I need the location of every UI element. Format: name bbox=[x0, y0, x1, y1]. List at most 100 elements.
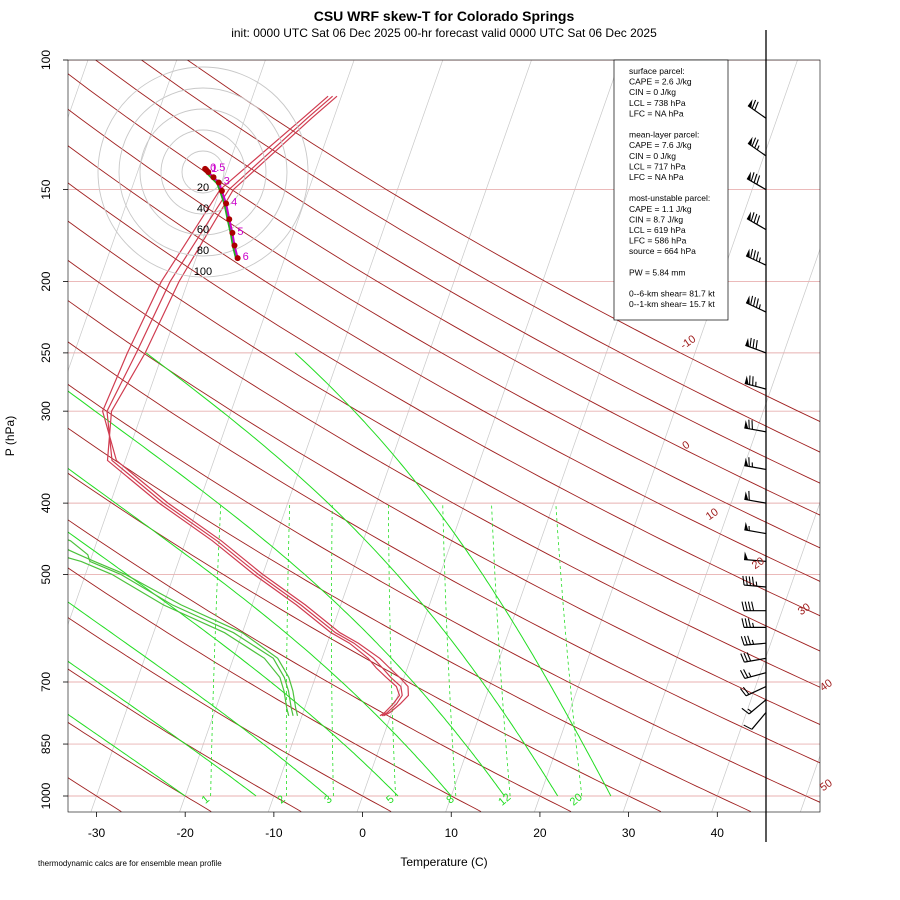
dry-adiabat-label: 40 bbox=[818, 677, 835, 694]
wind-barb-full bbox=[744, 618, 748, 628]
hodograph-ring-label: 40 bbox=[197, 203, 209, 215]
temperature-line bbox=[101, 95, 410, 717]
wind-barb-half bbox=[758, 257, 761, 263]
wind-barb-full bbox=[745, 576, 748, 586]
wind-barb-full bbox=[755, 340, 758, 350]
wind-barb-shaft bbox=[744, 584, 767, 588]
dewpoint-profiles bbox=[68, 539, 299, 716]
x-tick-label: 10 bbox=[445, 826, 459, 840]
wind-barb bbox=[741, 699, 767, 715]
isotherm-line bbox=[68, 60, 266, 626]
wind-barb bbox=[745, 248, 767, 266]
mixing-ratio-label: 3 bbox=[322, 793, 334, 806]
wind-barb bbox=[744, 457, 767, 471]
wind-barb-half bbox=[755, 581, 758, 587]
hodograph-point bbox=[205, 169, 212, 175]
wind-barb bbox=[740, 669, 767, 680]
dewpoint-line bbox=[68, 557, 290, 716]
hodograph-point bbox=[210, 174, 217, 181]
mixing-ratio-label: 1 bbox=[200, 793, 212, 806]
wind-barb-shaft bbox=[751, 712, 767, 730]
hodograph-point bbox=[218, 187, 225, 194]
wind-barb-flag bbox=[744, 551, 749, 560]
hodograph-ring bbox=[160, 129, 246, 215]
wind-barb-flag bbox=[747, 99, 753, 108]
hodograph-height-label: 6 bbox=[243, 251, 249, 263]
temperature-profiles bbox=[101, 95, 410, 717]
moist-adiabat-line bbox=[68, 467, 452, 797]
moist-adiabat-line bbox=[294, 352, 612, 797]
wind-barb-shaft bbox=[747, 105, 767, 119]
hodograph-ring-label: 20 bbox=[197, 182, 209, 194]
wind-barb-full bbox=[746, 652, 752, 662]
x-axis-label: Temperature (C) bbox=[400, 855, 487, 869]
dry-adiabat-line bbox=[68, 777, 122, 812]
wind-barb bbox=[745, 295, 767, 313]
wind-barb-full bbox=[755, 251, 759, 261]
dry-adiabat-line bbox=[187, 60, 820, 423]
wind-barb bbox=[747, 136, 767, 157]
stats-line: LCL = 619 hPa bbox=[629, 225, 686, 235]
wind-barb-half bbox=[751, 639, 755, 645]
stats-line: LCL = 738 hPa bbox=[629, 98, 686, 108]
mixing-ratio-line bbox=[285, 503, 291, 796]
stats-line: source = 664 hPa bbox=[629, 246, 696, 256]
y-tick-label: 1000 bbox=[39, 782, 53, 809]
moist-adiabat-line bbox=[68, 531, 399, 797]
wind-barb-full bbox=[741, 618, 745, 628]
wind-barb-full bbox=[743, 724, 753, 730]
hodograph-height-label: 4 bbox=[231, 197, 237, 209]
moist-adiabat-line bbox=[68, 713, 186, 797]
dry-adiabat-line bbox=[68, 617, 392, 812]
dry-adiabat-label: -10 bbox=[678, 333, 698, 352]
chart-title: CSU WRF skew-T for Colorado Springs bbox=[314, 8, 575, 24]
dry-adiabat-line bbox=[95, 60, 820, 484]
wind-barb-flag bbox=[746, 171, 751, 181]
x-tick-label: 20 bbox=[533, 826, 547, 840]
wind-barb-shaft bbox=[744, 529, 767, 535]
moist-adiabat-line bbox=[145, 352, 559, 797]
isotherm-line bbox=[268, 60, 532, 812]
moist-adiabats bbox=[68, 352, 612, 797]
hodograph-ring-label: 60 bbox=[197, 224, 209, 236]
wind-barb-full bbox=[752, 338, 755, 349]
pressure-axis: 100 150 200 250 300 400 500 700 850 1000 bbox=[39, 50, 68, 809]
mixing-ratio-line bbox=[442, 503, 457, 797]
mixing-ratio-line bbox=[491, 503, 511, 797]
dewpoint-line bbox=[68, 549, 299, 716]
stats-line: LFC = 586 hPa bbox=[629, 236, 687, 246]
wind-barb-shaft bbox=[744, 672, 767, 680]
wind-barb-flag bbox=[746, 248, 750, 258]
wind-barbs bbox=[740, 99, 767, 730]
wind-barb-flag bbox=[746, 295, 750, 305]
wind-barb bbox=[743, 712, 767, 730]
wind-barb-shaft bbox=[744, 642, 767, 646]
wind-barb-full bbox=[749, 337, 752, 348]
isotherm-line bbox=[534, 60, 798, 812]
x-tick-label: -10 bbox=[265, 826, 283, 840]
x-tick-label: -30 bbox=[88, 826, 106, 840]
moist-adiabat-line bbox=[68, 601, 328, 797]
dry-adiabat-label: 10 bbox=[704, 506, 721, 523]
dry-adiabat-line bbox=[68, 300, 820, 726]
wind-barb-flag bbox=[744, 457, 749, 467]
isotherm-line bbox=[711, 501, 820, 812]
stats-line: CIN = 0 J/kg bbox=[629, 151, 676, 161]
y-tick-label: 250 bbox=[39, 343, 53, 363]
mixing-ratio-label: 20 bbox=[568, 791, 585, 808]
x-tick-label: 40 bbox=[711, 826, 725, 840]
wind-barb bbox=[740, 635, 767, 646]
temperature-line bbox=[106, 95, 401, 717]
mixing-ratio-line bbox=[555, 503, 583, 797]
stats-line: CAPE = 2.6 J/kg bbox=[629, 77, 692, 87]
wind-barb-full bbox=[740, 688, 747, 697]
stats-line: CAPE = 1.1 J/kg bbox=[629, 204, 692, 214]
temperature-axis: -30 -20 -10 0 10 20 30 40 bbox=[88, 812, 724, 840]
wind-barb-full bbox=[751, 137, 757, 147]
dry-adiabat-label: 30 bbox=[796, 601, 813, 618]
mixing-ratio-label: 12 bbox=[496, 791, 513, 808]
hodograph-point bbox=[231, 242, 238, 249]
stats-line: mean-layer parcel: bbox=[629, 130, 699, 140]
